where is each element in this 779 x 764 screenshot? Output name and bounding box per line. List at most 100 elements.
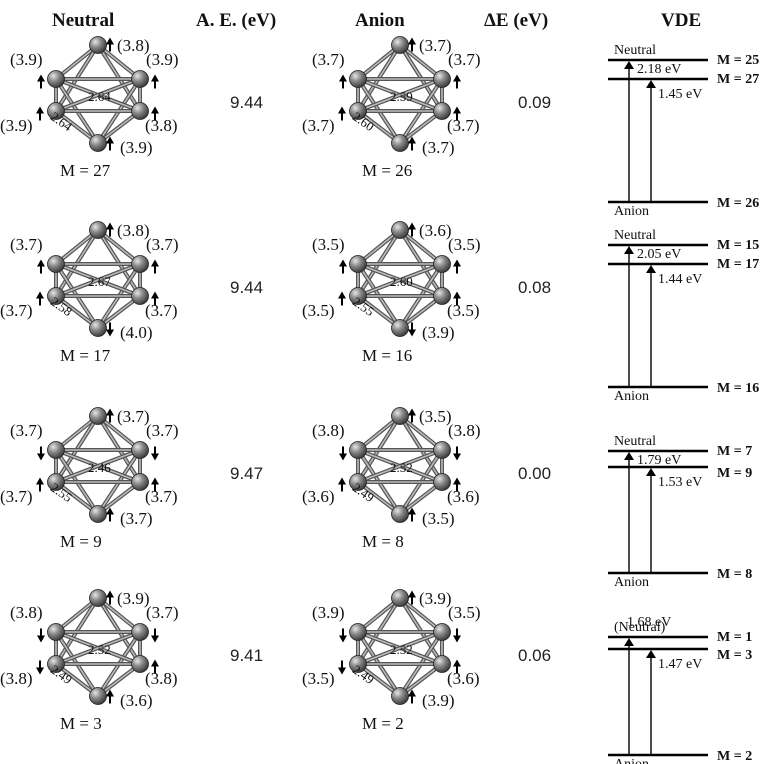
data-row: 2.462.55(3.7)(3.7) (3.7)(3.7) (3.7)(3.7)M … (0, 407, 752, 590)
delta-e-value: 0.00 (518, 464, 551, 483)
ae-value: 9.47 (230, 464, 263, 483)
magnetic-moment-label: (3.8) (0, 669, 33, 688)
anion-distance-center: 2.59 (390, 89, 413, 104)
atom (131, 70, 149, 88)
spin-arrow-icon (453, 259, 461, 274)
vde-neutral-label: Neutral (614, 434, 656, 449)
spin-arrow-icon (151, 259, 159, 274)
delta-e-value: 0.08 (518, 278, 551, 297)
atom (89, 687, 107, 705)
atom (89, 134, 107, 152)
magnetic-moment-label: (3.8) (10, 603, 43, 622)
vde-multiplicity-bottom: M = 16 (717, 381, 759, 396)
spin-arrow-icon (151, 74, 159, 89)
delta-e-value: 0.06 (518, 646, 551, 665)
spin-arrow-icon (151, 628, 159, 643)
spin-arrow-icon (36, 660, 44, 675)
anion-distance-center: 2.52 (390, 460, 413, 475)
magnetic-moment-label: (3.7) (0, 487, 33, 506)
neutral-cluster: 2.462.55(3.7)(3.7) (3.7)(3.7) (3.7)(3.7)M … (0, 407, 179, 551)
atom (131, 441, 149, 459)
neutral-atoms (47, 407, 149, 523)
vde-neutral-label: Neutral (614, 43, 656, 58)
magnetic-moment-label: (3.7) (145, 301, 178, 320)
vde-multiplicity-mid: M = 3 (717, 648, 752, 663)
vde-neutral-label: Neutral (614, 228, 656, 243)
neutral-distance-center: 2.52 (88, 642, 111, 657)
magnetic-moment-label: (3.6) (419, 221, 452, 240)
magnetic-moment-label: (3.8) (145, 116, 178, 135)
atom (349, 287, 367, 305)
spin-arrow-icon (408, 222, 416, 237)
spin-arrow-icon (37, 446, 45, 461)
magnetic-moment-label: (3.5) (419, 407, 452, 426)
vde-multiplicity-mid: M = 17 (717, 257, 759, 272)
spin-arrow-icon (106, 222, 114, 237)
spin-arrow-icon (453, 446, 461, 461)
vde-energy-top: 2.05 eV (637, 247, 681, 262)
atom (89, 505, 107, 523)
spin-arrow-icon (338, 291, 346, 306)
vde-multiplicity-top: M = 7 (717, 444, 752, 459)
spin-arrow-icon (151, 446, 159, 461)
vde-energy-top: 1.68 eV (627, 615, 671, 630)
header-ae: A. E. (eV) (196, 10, 276, 31)
atom (349, 655, 367, 673)
spin-arrow-icon (408, 507, 416, 522)
atom (47, 441, 65, 459)
magnetic-moment-label: (3.5) (312, 235, 345, 254)
magnetic-moment-label: (3.7) (120, 509, 153, 528)
magnetic-moment-label: (3.5) (447, 301, 480, 320)
anion-atoms (349, 36, 451, 152)
magnetic-moment-label: (3.7) (117, 407, 150, 426)
spin-arrow-icon (106, 136, 114, 151)
spin-arrow-icon (37, 74, 45, 89)
vde-level-diagram: Neutral 2.18 eV 1.45 eV Anion M = 25 M = 27 M … (608, 43, 759, 219)
atom (433, 102, 451, 120)
data-row: 2.522.49(3.9)(3.8) (3.7)(3.8) (3.8)(3.6)M … (0, 589, 752, 764)
magnetic-moment-label: (3.6) (120, 691, 153, 710)
vde-energy-mid: 1.47 eV (658, 657, 702, 672)
magnetic-moment-label: (3.9) (120, 138, 153, 157)
atom (391, 134, 409, 152)
magnetic-moment-label: (3.7) (447, 116, 480, 135)
atom (349, 473, 367, 491)
vde-anion-label: Anion (614, 389, 649, 404)
atom (47, 623, 65, 641)
ae-value: 9.44 (230, 278, 263, 297)
spin-arrow-icon (408, 322, 416, 337)
atom (349, 623, 367, 641)
atom (47, 287, 65, 305)
atom (433, 623, 451, 641)
magnetic-moment-label: (3.7) (422, 138, 455, 157)
anion-atoms (349, 589, 451, 705)
neutral-moments: (3.7)(3.7) (3.7)(3.7) (3.7)(3.7) (0, 407, 179, 528)
vde-level-diagram: Neutral 2.05 eV 1.44 eV Anion M = 15 M = 17 M … (608, 228, 759, 404)
vde-multiplicity-bottom: M = 8 (717, 567, 752, 582)
spin-arrow-icon (339, 259, 347, 274)
anion-atoms (349, 221, 451, 337)
vde-energy-mid: 1.53 eV (658, 475, 702, 490)
spin-arrow-icon (106, 689, 114, 704)
header-vde: VDE (661, 10, 701, 31)
neutral-multiplicity: M = 3 (60, 714, 102, 733)
neutral-cluster: 2.522.49(3.9)(3.8) (3.7)(3.8) (3.8)(3.6)M … (0, 589, 179, 733)
atom (433, 287, 451, 305)
spin-arrow-icon (339, 74, 347, 89)
vde-neutral-label: (Neutral) (614, 620, 666, 635)
magnetic-moment-label: (3.7) (10, 235, 43, 254)
delta-e-value: 0.09 (518, 93, 551, 112)
magnetic-moment-label: (3.6) (447, 487, 480, 506)
atom (131, 255, 149, 273)
atom (391, 36, 409, 54)
atom (131, 623, 149, 641)
anion-multiplicity: M = 8 (362, 532, 404, 551)
vde-anion-label: Anion (614, 757, 649, 764)
atom (391, 505, 409, 523)
spin-arrow-icon (408, 689, 416, 704)
magnetic-moment-label: (3.5) (302, 301, 335, 320)
anion-atoms (349, 407, 451, 523)
anion-cluster: 2.522.49(3.9)(3.9) (3.5)(3.5) (3.6)(3.9)M … (302, 589, 481, 733)
atom (433, 441, 451, 459)
